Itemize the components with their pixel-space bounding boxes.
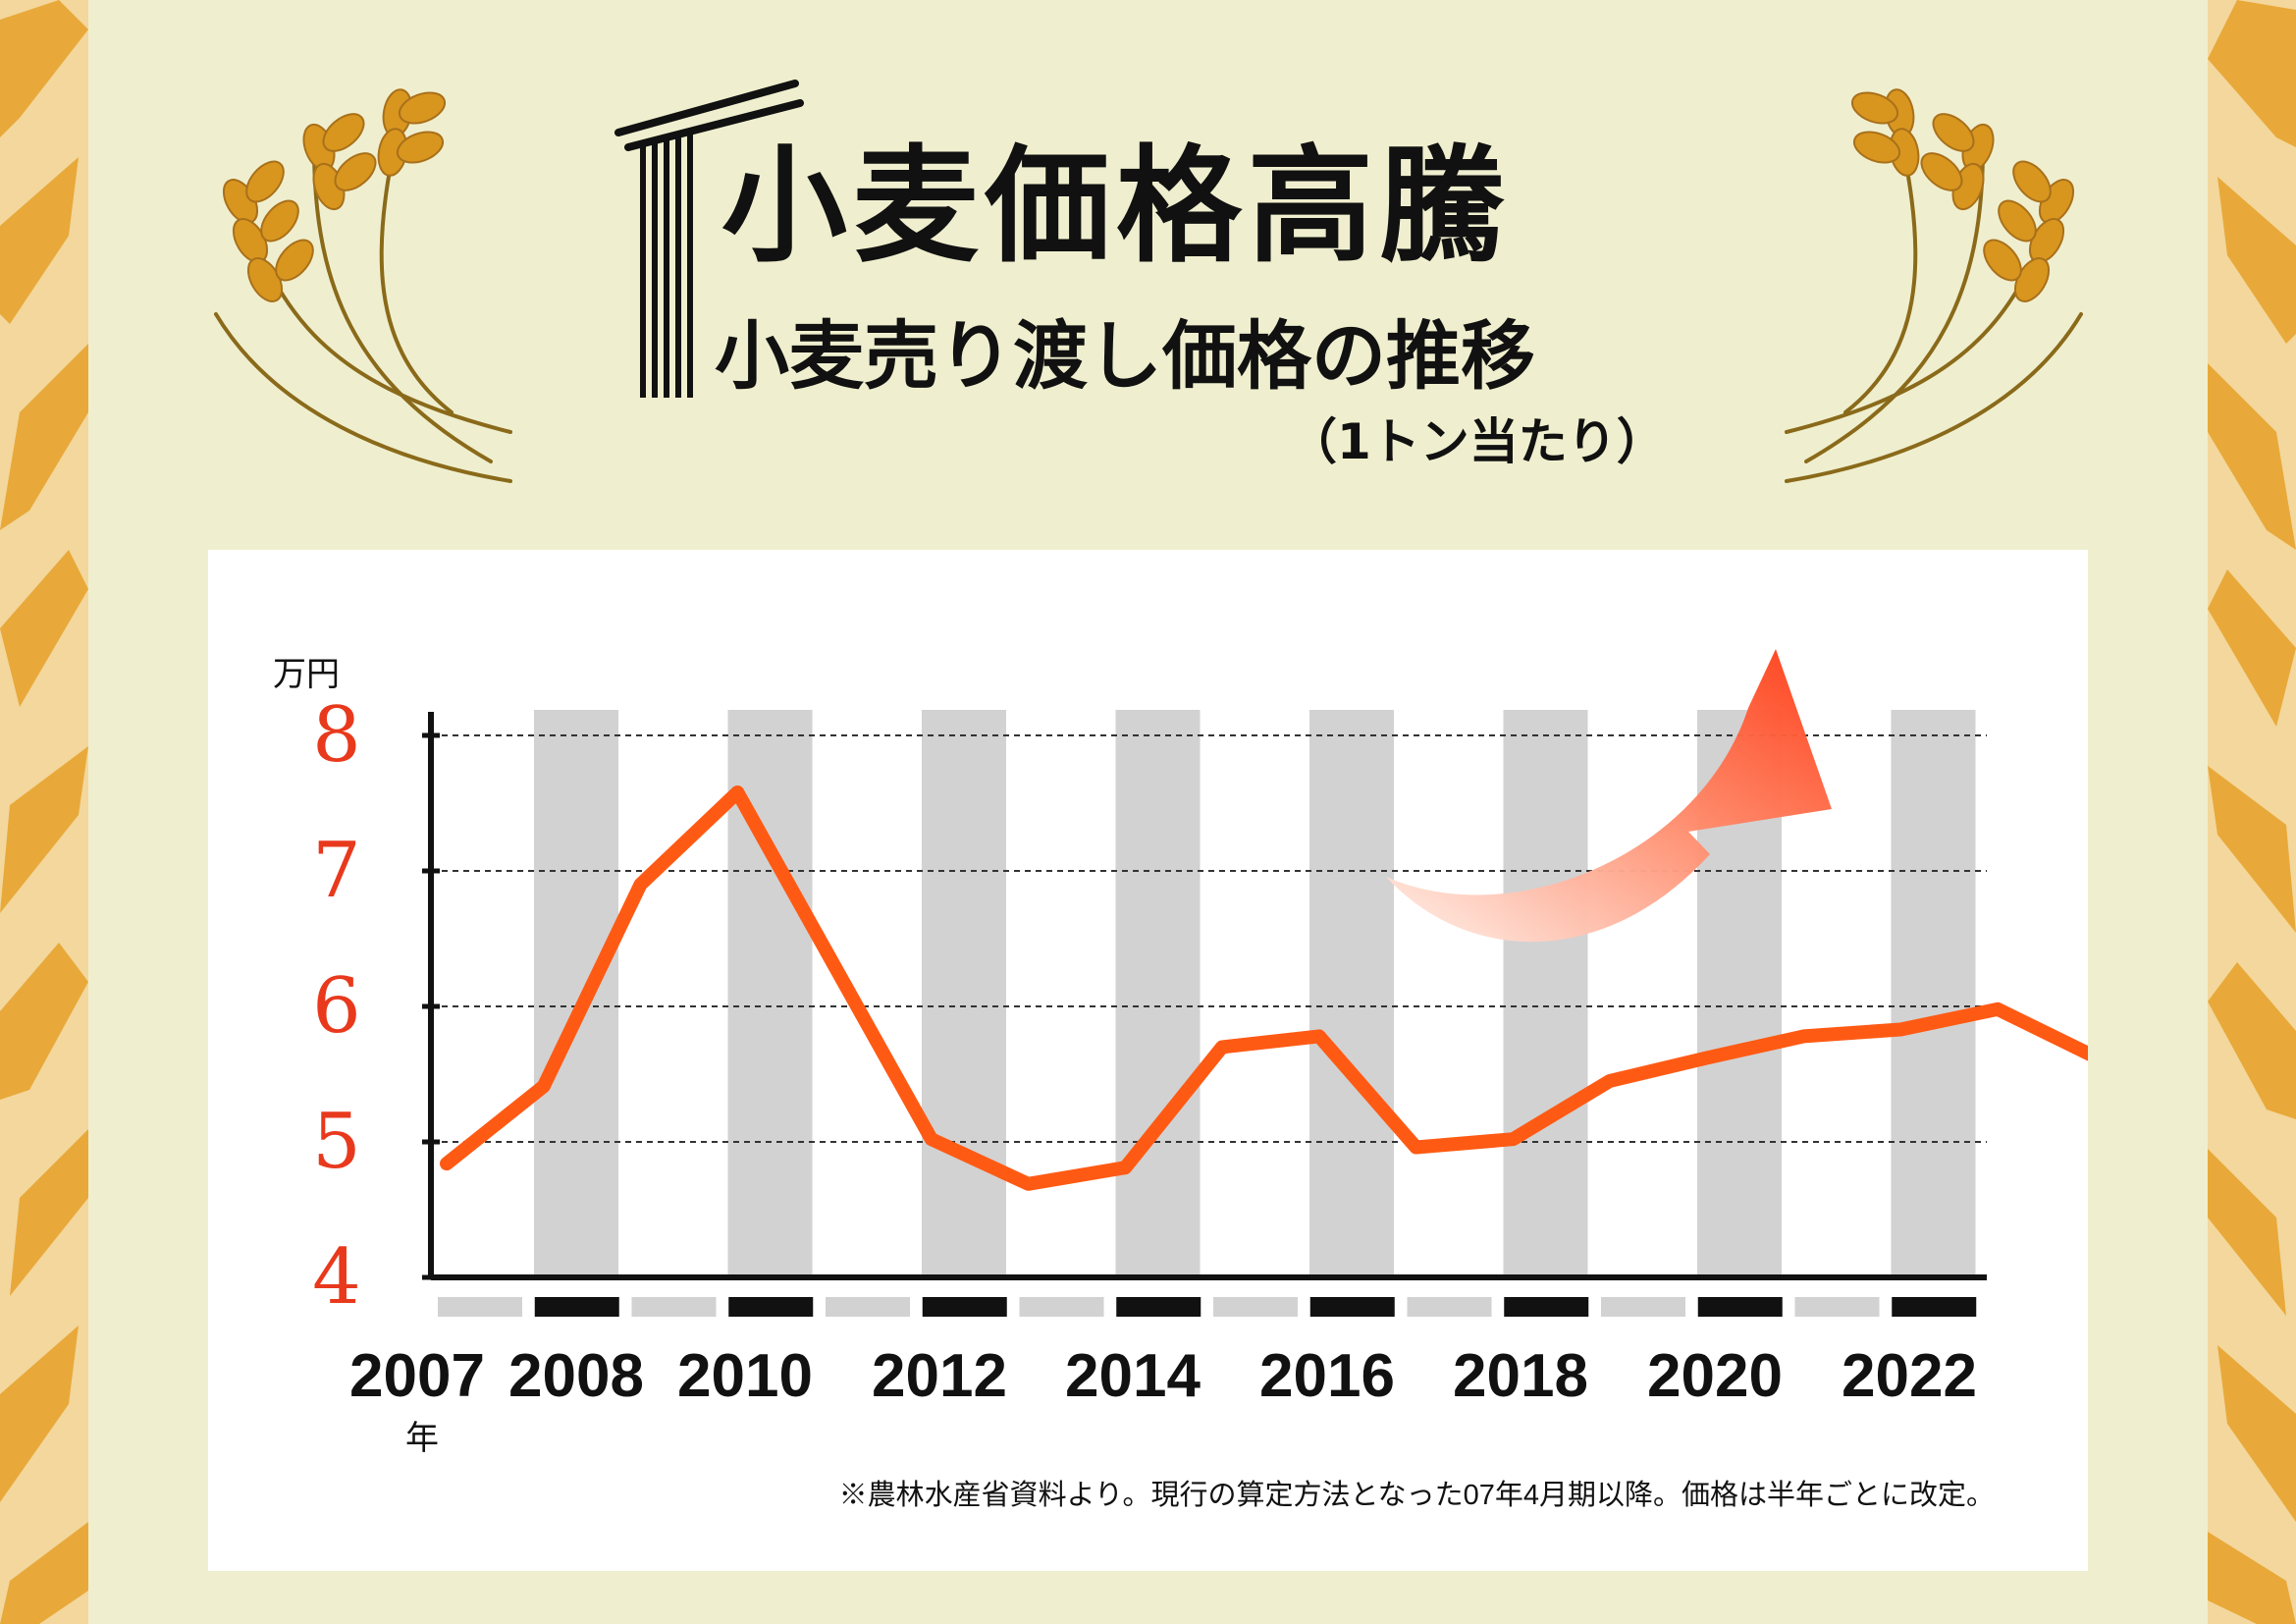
half-year-segment [1019,1297,1104,1317]
wheat-ear-icon [1785,88,2083,483]
gridlines [431,734,1987,1143]
rising-arrow-icon [1386,649,1832,943]
half-year-segment [728,1297,814,1317]
page-subtitle: 小麦売り渡し価格の推移 [715,312,1535,400]
half-year-segment [438,1297,522,1317]
x-tick-label: 2010 [677,1342,813,1410]
x-tick-label: 2020 [1647,1342,1783,1410]
x-tick-label: 2022 [1842,1342,1977,1410]
x-tick-label: 2016 [1259,1342,1395,1410]
y-tick-label: 4 [312,1233,361,1322]
y-tick-label: 6 [312,962,361,1051]
x-axis-unit: 年 [405,1420,439,1457]
noodle-chopsticks-icon [614,80,804,398]
year-band [534,710,618,1277]
right-brush-border [2208,0,2296,1624]
wheat-ear-icon [214,88,512,483]
half-year-segment [631,1297,717,1317]
x-tick-label: 2014 [1065,1342,1201,1410]
year-band [1503,710,1588,1277]
x-tick-label: 2007 [349,1342,485,1410]
half-year-strip [438,1297,1977,1317]
half-year-segment [1601,1297,1685,1317]
half-year-segment [826,1297,910,1317]
page-title: 小麦価格高騰 [721,133,1512,280]
half-year-segment [1697,1297,1783,1317]
y-tick-label: 7 [312,827,361,915]
half-year-segment [534,1297,619,1317]
axes [428,712,1987,1280]
x-tick-label: 2008 [508,1342,644,1410]
y-tick-label: 5 [312,1098,361,1186]
x-tick-labels: 2007 2008 2010 2012 2014 2016 2018 2020 2022 [349,1342,1977,1410]
half-year-segment [1407,1297,1492,1317]
y-tick-labels: 4 5 6 7 8 [312,691,440,1322]
price-line [440,785,2088,1191]
x-tick-label: 2012 [872,1342,1007,1410]
x-tick-label: 2018 [1453,1342,1588,1410]
half-year-segment [1892,1297,1977,1317]
chart-panel: 万円 4 5 6 7 8 2007 2008 2010 2012 2014 2016 2018 202… [208,550,2088,1571]
half-year-segment [1116,1297,1201,1317]
half-year-segment [922,1297,1007,1317]
left-brush-border [0,0,88,1624]
half-year-segment [1309,1297,1395,1317]
half-year-segment [1504,1297,1589,1317]
year-band [1115,710,1201,1277]
unit-note: （1トン当たり） [1288,413,1666,470]
year-band [1309,710,1394,1277]
footnote: ※農林水産省資料より。現行の算定方法となった07年4月期以降。価格は半年ごとに改… [839,1479,1995,1511]
year-band [1891,710,1976,1277]
half-year-segment [1213,1297,1298,1317]
y-tick-label: 8 [312,691,361,780]
year-band [922,710,1006,1277]
y-axis-unit: 万円 [273,656,340,693]
half-year-segment [1794,1297,1880,1317]
